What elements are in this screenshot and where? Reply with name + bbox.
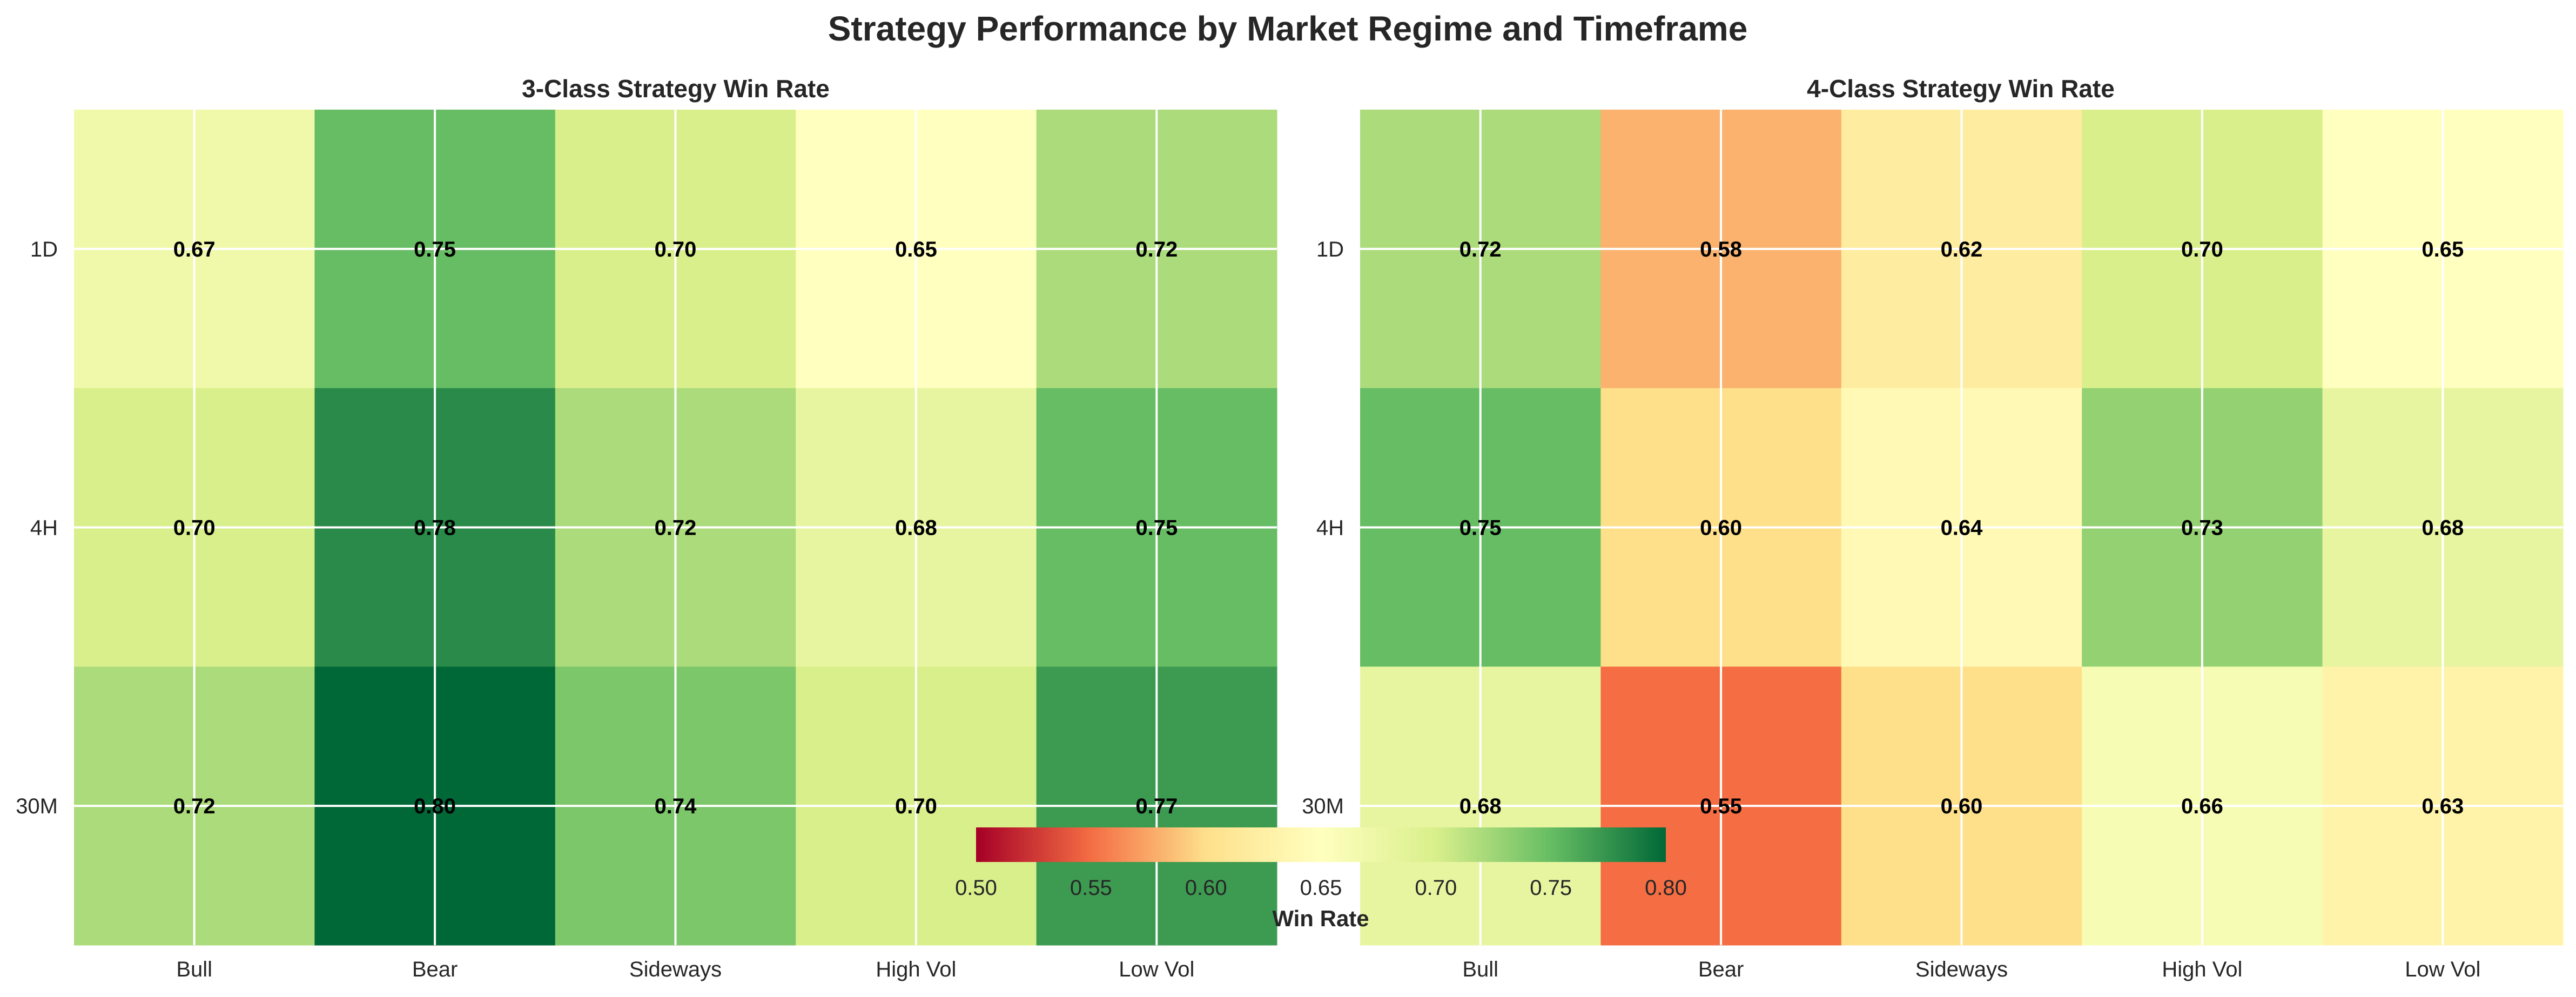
heatmap-4-class: 4-Class Strategy Win Rate 0.72 0.58 0.62 0.… — [1302, 75, 2564, 981]
heatmap-4-class-x-tick-label: Low Vol — [2405, 958, 2480, 981]
heatmap-3-class-x-tick-label: Sideways — [629, 958, 722, 981]
colorbar-tick-label: 0.80 — [1645, 876, 1687, 900]
colorbar-ticks: 0.50 0.55 0.60 0.65 0.70 0.75 0.80 — [955, 876, 1687, 900]
heatmap-3-class-value-label: 0.65 — [895, 238, 937, 261]
colorbar-tick-label: 0.75 — [1530, 876, 1572, 900]
heatmap-3-class-value-label: 0.72 — [173, 794, 216, 818]
heatmap-4-class-x-tick-label: Sideways — [1915, 958, 2008, 981]
heatmap-3-class-value-label: 0.80 — [414, 794, 456, 818]
figure-title: Strategy Performance by Market Regime an… — [828, 9, 1748, 48]
heatmap-4-class-value-label: 0.73 — [2181, 516, 2223, 540]
heatmap-4-class-x-tick-label: High Vol — [2162, 958, 2242, 981]
heatmap-4-class-y-ticks: 1D 4H 30M — [1302, 238, 1344, 818]
heatmap-3-class-value-label: 0.72 — [1135, 238, 1178, 261]
heatmap-3-class-value-label: 0.78 — [414, 516, 456, 540]
heatmap-4-class-value-label: 0.66 — [2181, 794, 2223, 818]
heatmap-4-class-value-label: 0.62 — [1941, 238, 1983, 261]
colorbar-tick-label: 0.55 — [1070, 876, 1112, 900]
heatmap-4-class-value-label: 0.63 — [2422, 794, 2464, 818]
heatmap-3-class-title: 3-Class Strategy Win Rate — [522, 75, 830, 103]
heatmap-4-class-value-label: 0.64 — [1941, 516, 1983, 540]
heatmap-4-class-x-tick-label: Bear — [1698, 958, 1744, 981]
heatmap-3-class-y-tick-label: 30M — [16, 794, 58, 818]
heatmap-3-class-x-tick-label: Bull — [176, 958, 212, 981]
heatmap-4-class-y-tick-label: 30M — [1302, 794, 1344, 818]
colorbar-tick-label: 0.60 — [1185, 876, 1227, 900]
heatmap-3-class-value-label: 0.75 — [1135, 516, 1178, 540]
heatmap-3-class-value-label: 0.70 — [173, 516, 216, 540]
heatmap-4-class-value-label: 0.70 — [2181, 238, 2223, 261]
heatmap-4-class-y-tick-label: 4H — [1316, 516, 1344, 540]
heatmap-4-class-value-label: 0.60 — [1700, 516, 1742, 540]
heatmap-3-class-x-tick-label: Low Vol — [1119, 958, 1194, 981]
heatmap-3-class-grid — [74, 110, 1277, 945]
colorbar: 0.50 0.55 0.60 0.65 0.70 0.75 0.80 Win Rate — [955, 827, 1687, 931]
heatmap-4-class-x-tick-label: Bull — [1462, 958, 1498, 981]
heatmap-4-class-title: 4-Class Strategy Win Rate — [1807, 75, 2115, 103]
heatmap-4-class-value-label: 0.75 — [1459, 516, 1502, 540]
heatmap-3-class-value-labels: 0.67 0.75 0.70 0.65 0.72 0.70 0.78 0.72 0.68 0.75… — [173, 238, 1178, 818]
heatmap-4-class-value-label: 0.72 — [1459, 238, 1502, 261]
heatmap-4-class-value-label: 0.65 — [2422, 238, 2464, 261]
colorbar-tick-label: 0.70 — [1415, 876, 1457, 900]
heatmap-3-class-value-label: 0.72 — [655, 516, 697, 540]
heatmap-3-class-value-label: 0.67 — [173, 238, 216, 261]
colorbar-gradient — [976, 827, 1666, 862]
heatmap-3-class-value-label: 0.77 — [1135, 794, 1178, 818]
heatmap-3-class-y-tick-label: 1D — [30, 238, 58, 261]
colorbar-label: Win Rate — [1272, 906, 1369, 931]
heatmap-4-class-value-label: 0.68 — [2422, 516, 2464, 540]
heatmap-3-class-value-label: 0.74 — [655, 794, 697, 818]
heatmap-4-class-value-label: 0.60 — [1941, 794, 1983, 818]
heatmap-4-class-value-labels: 0.72 0.58 0.62 0.70 0.65 0.75 0.60 0.64 0.73 0.68… — [1459, 238, 2464, 818]
colorbar-tick-label: 0.65 — [1300, 876, 1342, 900]
heatmap-3-class-value-label: 0.70 — [655, 238, 697, 261]
heatmap-3-class-y-ticks: 1D 4H 30M — [16, 238, 58, 818]
heatmap-4-class-y-tick-label: 1D — [1316, 238, 1344, 261]
heatmap-3-class-value-label: 0.70 — [895, 794, 937, 818]
heatmap-4-class-x-ticks: Bull Bear Sideways High Vol Low Vol — [1462, 958, 2480, 981]
heatmap-4-class-value-label: 0.58 — [1700, 238, 1742, 261]
heatmap-3-class-x-tick-label: Bear — [412, 958, 458, 981]
heatmap-3-class-y-tick-label: 4H — [30, 516, 58, 540]
heatmap-3-class-value-label: 0.75 — [414, 238, 456, 261]
heatmap-3-class: 3-Class Strategy Win Rate 0.67 0.75 0.70 0.… — [16, 75, 1277, 981]
colorbar-tick-label: 0.50 — [955, 876, 997, 900]
heatmap-4-class-grid — [1360, 110, 2563, 945]
heatmap-3-class-x-ticks: Bull Bear Sideways High Vol Low Vol — [176, 958, 1194, 981]
heatmap-4-class-value-label: 0.68 — [1459, 794, 1502, 818]
heatmap-3-class-x-tick-label: High Vol — [876, 958, 956, 981]
heatmap-4-class-value-label: 0.55 — [1700, 794, 1742, 818]
heatmap-3-class-value-label: 0.68 — [895, 516, 937, 540]
